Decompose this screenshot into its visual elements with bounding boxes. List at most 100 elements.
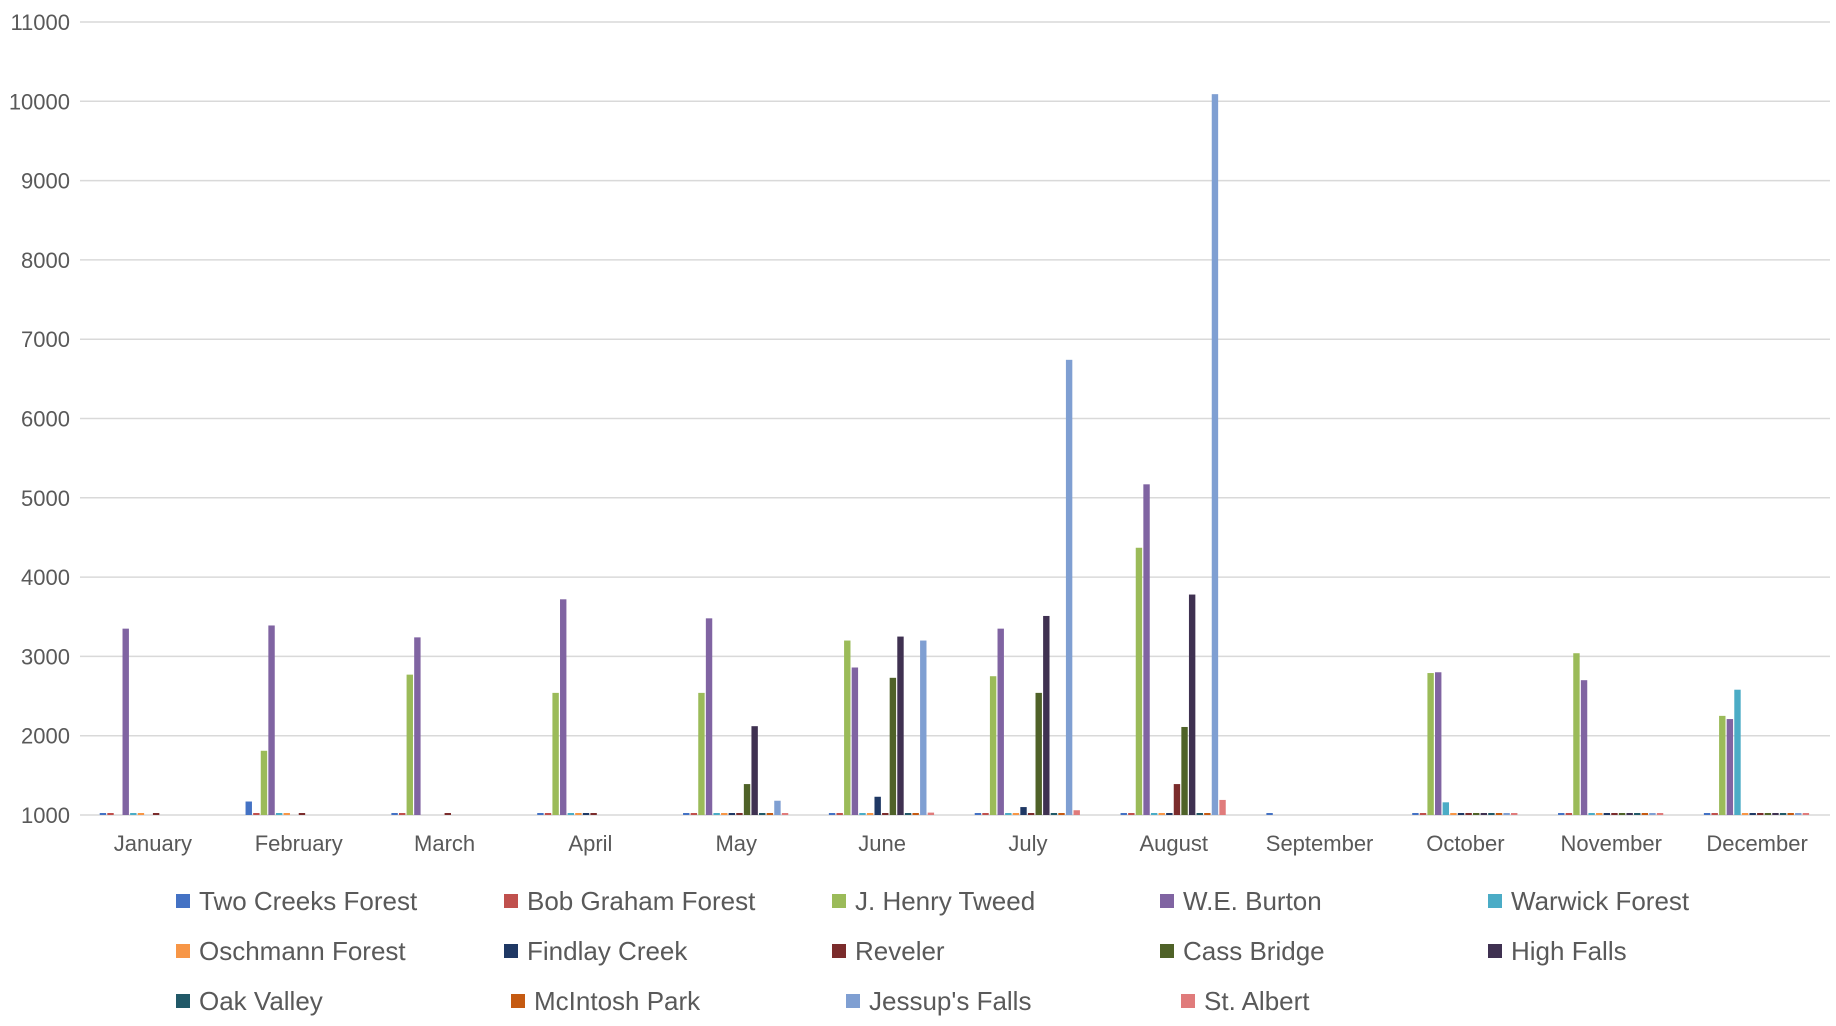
x-tick-label: June — [858, 831, 906, 856]
bar — [690, 813, 698, 815]
bar — [268, 625, 275, 815]
bar — [283, 813, 290, 815]
y-tick-label: 5000 — [21, 486, 70, 511]
bar — [1757, 813, 1764, 815]
bar — [590, 813, 597, 815]
legend-row: Oak Valley McIntosh Park Jessup's Falls St.… — [176, 976, 1816, 1026]
bar — [1726, 719, 1734, 815]
bar — [1711, 813, 1718, 815]
bar — [245, 801, 252, 815]
y-tick-label: 9000 — [21, 169, 70, 194]
bar — [1043, 615, 1050, 815]
y-tick-label: 7000 — [21, 327, 70, 352]
bar — [1611, 813, 1618, 815]
bar — [1188, 594, 1196, 815]
bar — [1058, 813, 1065, 815]
y-axis-ticks: 1000 2000 3000 4000 5000 6000 7000 8000 9000 1000… — [9, 10, 70, 828]
bar — [152, 813, 160, 815]
bar — [781, 813, 789, 815]
bar — [1473, 813, 1480, 815]
bar — [766, 813, 774, 815]
legend-swatch — [846, 994, 860, 1008]
bar — [1741, 813, 1749, 815]
bar — [920, 640, 927, 815]
bar-chart: 1000 2000 3000 4000 5000 6000 7000 8000 9000 1000… — [9, 10, 1830, 856]
bar — [982, 813, 989, 815]
bars — [99, 94, 1810, 815]
legend-item: Cass Bridge — [1160, 936, 1488, 967]
legend-swatch — [511, 994, 525, 1008]
bar — [1435, 672, 1442, 815]
bar — [1618, 813, 1626, 815]
legend-label: Two Creeks Forest — [199, 885, 418, 916]
bar — [122, 628, 129, 815]
bar — [759, 813, 766, 815]
bar — [1143, 484, 1150, 815]
legend-item: Findlay Creek — [504, 936, 832, 967]
bar — [1772, 813, 1779, 815]
legend-item: W.E. Burton — [1160, 886, 1488, 917]
gridlines — [80, 21, 1830, 816]
bar — [444, 813, 451, 815]
bar — [137, 813, 145, 815]
bar — [1158, 813, 1165, 815]
x-axis-ticks: January February March April May June July Augu… — [114, 831, 1808, 856]
bar — [1495, 813, 1503, 815]
bar — [698, 692, 705, 815]
y-tick-label: 1000 — [21, 803, 70, 828]
y-tick-label: 6000 — [21, 407, 70, 432]
bar — [537, 813, 544, 815]
legend-item: Warwick Forest — [1488, 886, 1816, 917]
legend-item: Oak Valley — [176, 986, 511, 1017]
bar — [1503, 813, 1510, 815]
y-tick-label: 2000 — [21, 724, 70, 749]
bar — [974, 813, 982, 815]
bar — [1634, 813, 1641, 815]
bar — [391, 813, 398, 815]
x-tick-label: October — [1426, 831, 1504, 856]
legend-swatch — [1181, 994, 1195, 1008]
bar — [1580, 680, 1588, 815]
legend: Two Creeks Forest Bob Graham Forest J. Hen… — [176, 876, 1816, 1026]
legend-swatch — [832, 894, 846, 908]
bar — [1749, 813, 1756, 815]
x-tick-label: August — [1140, 831, 1209, 856]
legend-item: J. Henry Tweed — [832, 886, 1160, 917]
bar — [1641, 813, 1649, 815]
bar — [1027, 813, 1035, 815]
legend-label: J. Henry Tweed — [855, 885, 1036, 916]
bar — [1073, 810, 1080, 815]
bar — [298, 813, 306, 815]
x-tick-label: March — [414, 831, 475, 856]
bar — [1211, 94, 1219, 815]
legend-label: Jessup's Falls — [869, 985, 1032, 1016]
bar — [406, 674, 413, 815]
bar — [1703, 813, 1711, 815]
legend-item: Reveler — [832, 936, 1160, 967]
y-tick-label: 10000 — [9, 89, 70, 114]
bar — [1020, 807, 1027, 815]
bar — [989, 676, 997, 815]
legend-label: Warwick Forest — [1511, 885, 1690, 916]
bar — [1779, 813, 1787, 815]
bar — [1764, 813, 1772, 815]
legend-item: Two Creeks Forest — [176, 886, 504, 917]
bar — [1795, 813, 1802, 815]
bar — [552, 692, 559, 815]
bar — [582, 813, 590, 815]
legend-label: Cass Bridge — [1183, 935, 1325, 966]
legend-swatch — [176, 994, 190, 1008]
bar — [1719, 715, 1726, 815]
bar — [107, 813, 114, 815]
bar — [1173, 784, 1181, 815]
y-tick-label: 4000 — [21, 565, 70, 590]
bar — [1457, 813, 1465, 815]
bar — [1266, 813, 1273, 815]
legend-item: Oschmann Forest — [176, 936, 504, 967]
legend-item: Bob Graham Forest — [504, 886, 832, 917]
legend-label: W.E. Burton — [1183, 885, 1322, 916]
bar — [398, 813, 406, 815]
bar — [1465, 813, 1472, 815]
bar — [1558, 813, 1565, 815]
bar — [882, 813, 889, 815]
